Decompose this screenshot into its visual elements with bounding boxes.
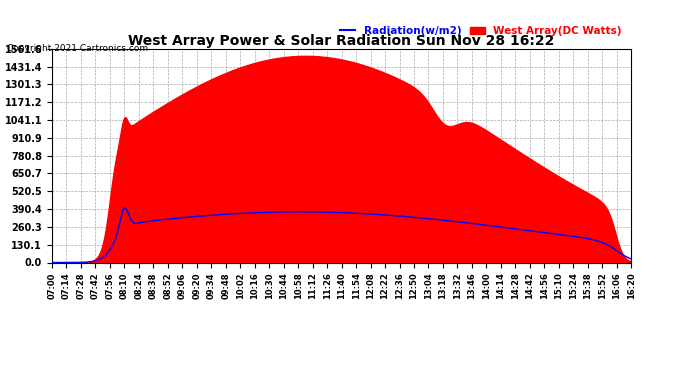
Legend: Radiation(w/m2), West Array(DC Watts): Radiation(w/m2), West Array(DC Watts) [335,22,626,40]
Title: West Array Power & Solar Radiation Sun Nov 28 16:22: West Array Power & Solar Radiation Sun N… [128,34,555,48]
Text: Copyright 2021 Cartronics.com: Copyright 2021 Cartronics.com [7,44,148,52]
